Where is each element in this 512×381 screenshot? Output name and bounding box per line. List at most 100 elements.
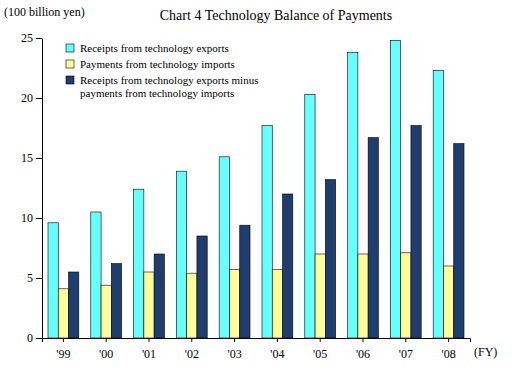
tick-label: '04 (270, 347, 284, 361)
tick-mark (448, 338, 449, 342)
bars (48, 40, 464, 338)
tick-label: '99 (56, 347, 70, 361)
bar (262, 126, 272, 338)
x-axis: '99 '00 '01 '02 '03 '04 '05 '06 '07 '08 (43, 338, 471, 361)
bar (315, 254, 325, 338)
bar (272, 270, 282, 338)
series (69, 126, 464, 338)
tick-mark (277, 338, 278, 342)
tick: 10 (21, 211, 42, 225)
x-axis-label: (FY) (474, 345, 497, 359)
bar (176, 171, 186, 338)
tick-mark (36, 98, 42, 99)
tick-label: 15 (21, 151, 33, 165)
legend-swatch (66, 60, 74, 68)
tick-label: '05 (313, 347, 327, 361)
legend: Receipts from technology exports Payments… (66, 42, 258, 99)
chart: 0 5 10 15 20 25 '99 '00 '01 '02 '03 '04 '05 '06 '07 '08… (0, 0, 512, 381)
bar (229, 270, 239, 338)
tick: '05 (313, 338, 327, 361)
tick-label: '00 (99, 347, 113, 361)
tick-label: '01 (142, 347, 156, 361)
tick-mark (320, 338, 321, 342)
tick: '06 (356, 338, 370, 361)
tick-label: '02 (185, 347, 199, 361)
bar (240, 225, 250, 338)
bar (348, 52, 358, 338)
legend-label: Receipts from technology exports minuspa… (80, 74, 258, 99)
tick-mark (149, 338, 150, 342)
title: Chart 4 Technology Balance of Payments (160, 8, 392, 23)
tick-label: '07 (399, 347, 413, 361)
bar (219, 157, 229, 338)
tick: '04 (270, 338, 284, 361)
bar (154, 254, 164, 338)
series (48, 40, 443, 338)
legend-label: Payments from technology imports (80, 58, 235, 70)
tick-mark (36, 38, 42, 39)
tick-mark (36, 278, 42, 279)
bar (305, 94, 315, 338)
bar (69, 272, 79, 338)
tick: 5 (27, 271, 42, 285)
tick-mark (234, 338, 235, 342)
bar (368, 138, 378, 338)
tick: '08 (442, 338, 456, 361)
legend-swatch (66, 44, 74, 52)
tick-label: 25 (21, 31, 33, 45)
bar (401, 253, 411, 338)
tick-mark (63, 338, 64, 342)
tick-label: 0 (27, 331, 33, 345)
tick-label: 10 (21, 211, 33, 225)
bar (433, 70, 443, 338)
series (58, 253, 453, 338)
tick-label: 5 (27, 271, 33, 285)
tick: '07 (399, 338, 413, 361)
legend-label: Receipts from technology exports (80, 42, 229, 54)
axis-line (43, 339, 471, 343)
tick: '01 (142, 338, 156, 361)
tick: 0 (27, 331, 42, 345)
tick: '03 (228, 338, 242, 361)
bar (91, 212, 101, 338)
tick-mark (363, 338, 364, 342)
bar (197, 236, 207, 338)
bar (187, 273, 197, 338)
tick: '00 (99, 338, 113, 361)
tick-mark (36, 338, 42, 339)
bar (58, 289, 68, 338)
tick: '02 (185, 338, 199, 361)
tick-label: '08 (442, 347, 456, 361)
bar (443, 266, 453, 338)
tick: 20 (21, 91, 42, 105)
tick-label: 20 (21, 91, 33, 105)
bar (411, 126, 421, 338)
bar (101, 285, 111, 338)
bar (134, 189, 144, 338)
bar (390, 40, 400, 338)
legend-item: Payments from technology imports (66, 58, 235, 70)
bar (358, 254, 368, 338)
axis-line (42, 39, 43, 339)
legend-swatch (66, 76, 74, 84)
tick-mark (405, 338, 406, 342)
tick-label: '03 (228, 347, 242, 361)
tick-mark (191, 338, 192, 342)
tick-mark (36, 218, 42, 219)
tick: '99 (56, 338, 70, 361)
tick-mark (36, 158, 42, 159)
bar (325, 180, 335, 338)
legend-item: Receipts from technology exports (66, 42, 229, 54)
tick-label: '06 (356, 347, 370, 361)
bar (48, 223, 58, 338)
y-axis: 0 5 10 15 20 25 (21, 31, 43, 345)
bar (144, 272, 154, 338)
y-axis-label: (100 billion yen) (4, 5, 85, 19)
bar (454, 144, 464, 338)
tick: 25 (21, 31, 42, 45)
bar (283, 194, 293, 338)
bar (111, 264, 121, 338)
tick-mark (106, 338, 107, 342)
plot: 0 5 10 15 20 25 '99 '00 '01 '02 '03 '04 '05 '06 '07 '08 (21, 31, 471, 361)
tick: 15 (21, 151, 42, 165)
